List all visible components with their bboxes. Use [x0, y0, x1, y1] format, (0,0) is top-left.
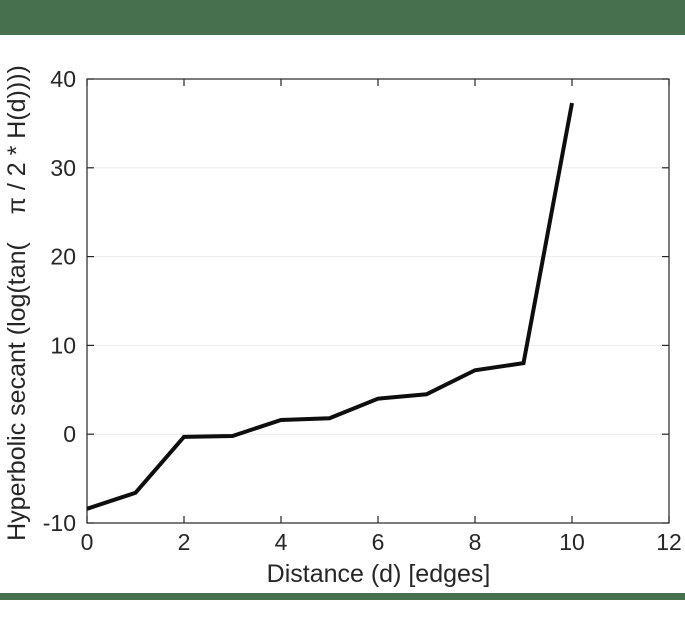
x-tick-label: 12: [656, 529, 682, 555]
x-tick-label: 6: [372, 529, 385, 555]
y-tick-label: 0: [63, 421, 76, 447]
y-axis-label: Hyperbolic secant (log(tan( π / 2 * H(d)…: [3, 65, 31, 541]
x-tick-label: 4: [275, 529, 288, 555]
x-tick-label: 10: [559, 529, 585, 555]
y-tick-label: 30: [50, 155, 76, 181]
bottom-banner: [0, 593, 685, 600]
y-tick-label: 20: [50, 244, 76, 270]
x-tick-label: 0: [81, 529, 94, 555]
data-line: [86, 102, 574, 511]
y-tick-label: -10: [43, 510, 76, 536]
axis-box: [86, 78, 670, 524]
y-tick-label: 10: [50, 332, 76, 358]
y-tick-label: 40: [50, 66, 76, 92]
top-banner: [0, 0, 685, 35]
x-axis-label: Distance (d) [edges]: [266, 560, 491, 588]
x-tick-label: 2: [178, 529, 191, 555]
x-tick-label: 8: [469, 529, 482, 555]
